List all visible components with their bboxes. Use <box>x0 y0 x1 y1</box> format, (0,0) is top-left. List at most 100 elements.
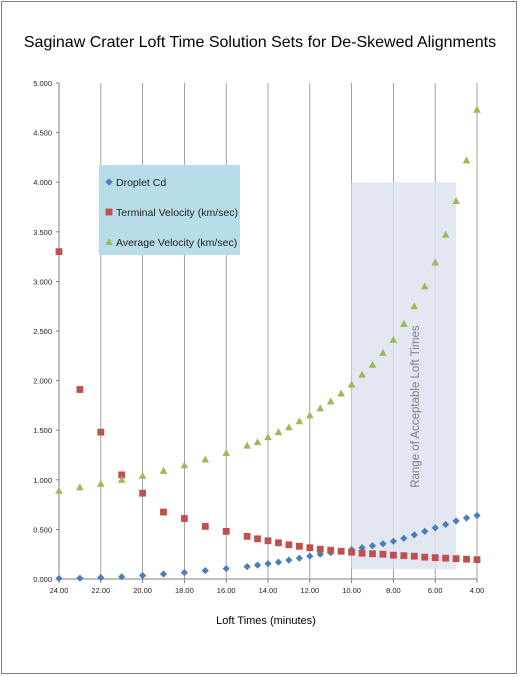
data-point <box>306 544 314 552</box>
y-tick-label: 4.500 <box>33 129 52 138</box>
legend-label: Average Velocity (km/sec) <box>116 237 237 249</box>
data-point <box>264 537 272 545</box>
data-point <box>253 438 262 446</box>
data-point <box>55 248 63 256</box>
y-tick-label: 0.500 <box>33 525 52 534</box>
data-point <box>264 560 272 568</box>
data-point <box>55 486 63 494</box>
data-point <box>180 568 188 577</box>
data-point <box>275 539 282 547</box>
x-axis-label: Loft Times (minutes) <box>216 615 316 627</box>
data-point <box>180 461 189 469</box>
data-point <box>264 433 272 441</box>
acceptable-range-label: Range of Acceptable Loft Times <box>410 325 422 488</box>
data-point <box>473 556 481 564</box>
data-point <box>201 566 209 575</box>
data-point <box>118 573 126 581</box>
data-point <box>285 423 293 431</box>
x-tick-label: 6.00 <box>428 586 443 595</box>
data-point <box>431 258 439 266</box>
data-point <box>348 548 355 556</box>
data-point <box>181 515 188 522</box>
data-point <box>400 552 408 560</box>
legend-marker <box>105 208 113 216</box>
data-point <box>421 553 429 561</box>
data-point <box>243 441 251 449</box>
y-tick-labels: 0.000 0.500 1.000 1.500 2.000 2.500 3.000 3.500… <box>33 79 59 584</box>
acceptable-range-band <box>351 182 457 570</box>
data-point <box>274 558 283 566</box>
x-tick-labels: 24.00 22.00 20.00 18.00 16.00 14.00 12.00 10.00… <box>50 579 484 595</box>
data-point <box>358 370 366 378</box>
y-tick-label: 1.000 <box>33 476 52 485</box>
legend-marker <box>105 178 113 186</box>
data-point <box>327 546 335 554</box>
data-point <box>306 552 314 560</box>
data-point <box>222 449 230 457</box>
data-point <box>316 545 324 553</box>
x-tick-label: 18.00 <box>175 586 194 595</box>
data-point <box>410 302 419 310</box>
data-point <box>431 524 439 532</box>
y-tick-label: 2.000 <box>33 377 52 386</box>
data-point <box>347 380 356 388</box>
data-point <box>139 571 147 580</box>
data-point <box>452 517 460 525</box>
data-point <box>337 389 345 397</box>
data-point <box>295 542 303 550</box>
legend-label: Droplet Cd <box>116 177 166 189</box>
data-point <box>441 230 450 238</box>
series-1 <box>55 511 481 583</box>
data-point <box>201 523 209 530</box>
data-point <box>410 531 418 539</box>
data-point <box>285 556 293 564</box>
legend-marker <box>105 238 113 245</box>
data-point <box>358 544 366 552</box>
y-tick-label: 5.000 <box>33 79 52 88</box>
data-point <box>160 508 167 516</box>
data-point <box>285 541 293 549</box>
data-point <box>389 335 398 343</box>
data-point <box>222 564 230 573</box>
data-point <box>76 574 84 582</box>
data-point <box>452 555 460 563</box>
data-point <box>306 411 314 419</box>
data-point <box>316 404 325 412</box>
data-point <box>97 428 105 436</box>
data-point <box>368 542 377 550</box>
legend: Droplet Cd Terminal Velocity (km/sec) Aver… <box>99 165 240 255</box>
x-tick-label: 16.00 <box>217 586 236 595</box>
y-tick-label: 3.000 <box>33 277 52 286</box>
data-point <box>159 466 168 474</box>
data-point <box>201 455 210 463</box>
data-point <box>118 471 126 479</box>
y-tick-label: 3.500 <box>33 228 52 237</box>
data-points <box>55 105 481 583</box>
data-point <box>253 561 262 569</box>
data-point <box>139 489 146 497</box>
y-tick-label: 1.500 <box>33 426 52 435</box>
data-point <box>274 428 283 436</box>
x-tick-label: 10.00 <box>342 586 361 595</box>
data-point <box>410 552 418 560</box>
legend-label: Terminal Velocity (km/sec) <box>116 207 238 219</box>
data-point <box>442 520 450 529</box>
data-point <box>462 156 471 164</box>
data-point <box>369 550 376 558</box>
data-point <box>400 320 408 328</box>
data-point <box>97 479 105 487</box>
data-point <box>473 105 481 113</box>
chart-title: Saginaw Crater Loft Time Solution Sets f… <box>24 34 496 51</box>
data-point <box>222 527 230 535</box>
data-point <box>97 574 105 582</box>
data-point <box>76 386 84 393</box>
data-point <box>117 475 126 483</box>
data-point <box>368 360 377 368</box>
x-tick-label: 20.00 <box>133 586 152 595</box>
data-point <box>243 532 251 540</box>
data-point <box>76 483 84 491</box>
data-point <box>326 397 335 405</box>
series-3 <box>55 105 481 494</box>
